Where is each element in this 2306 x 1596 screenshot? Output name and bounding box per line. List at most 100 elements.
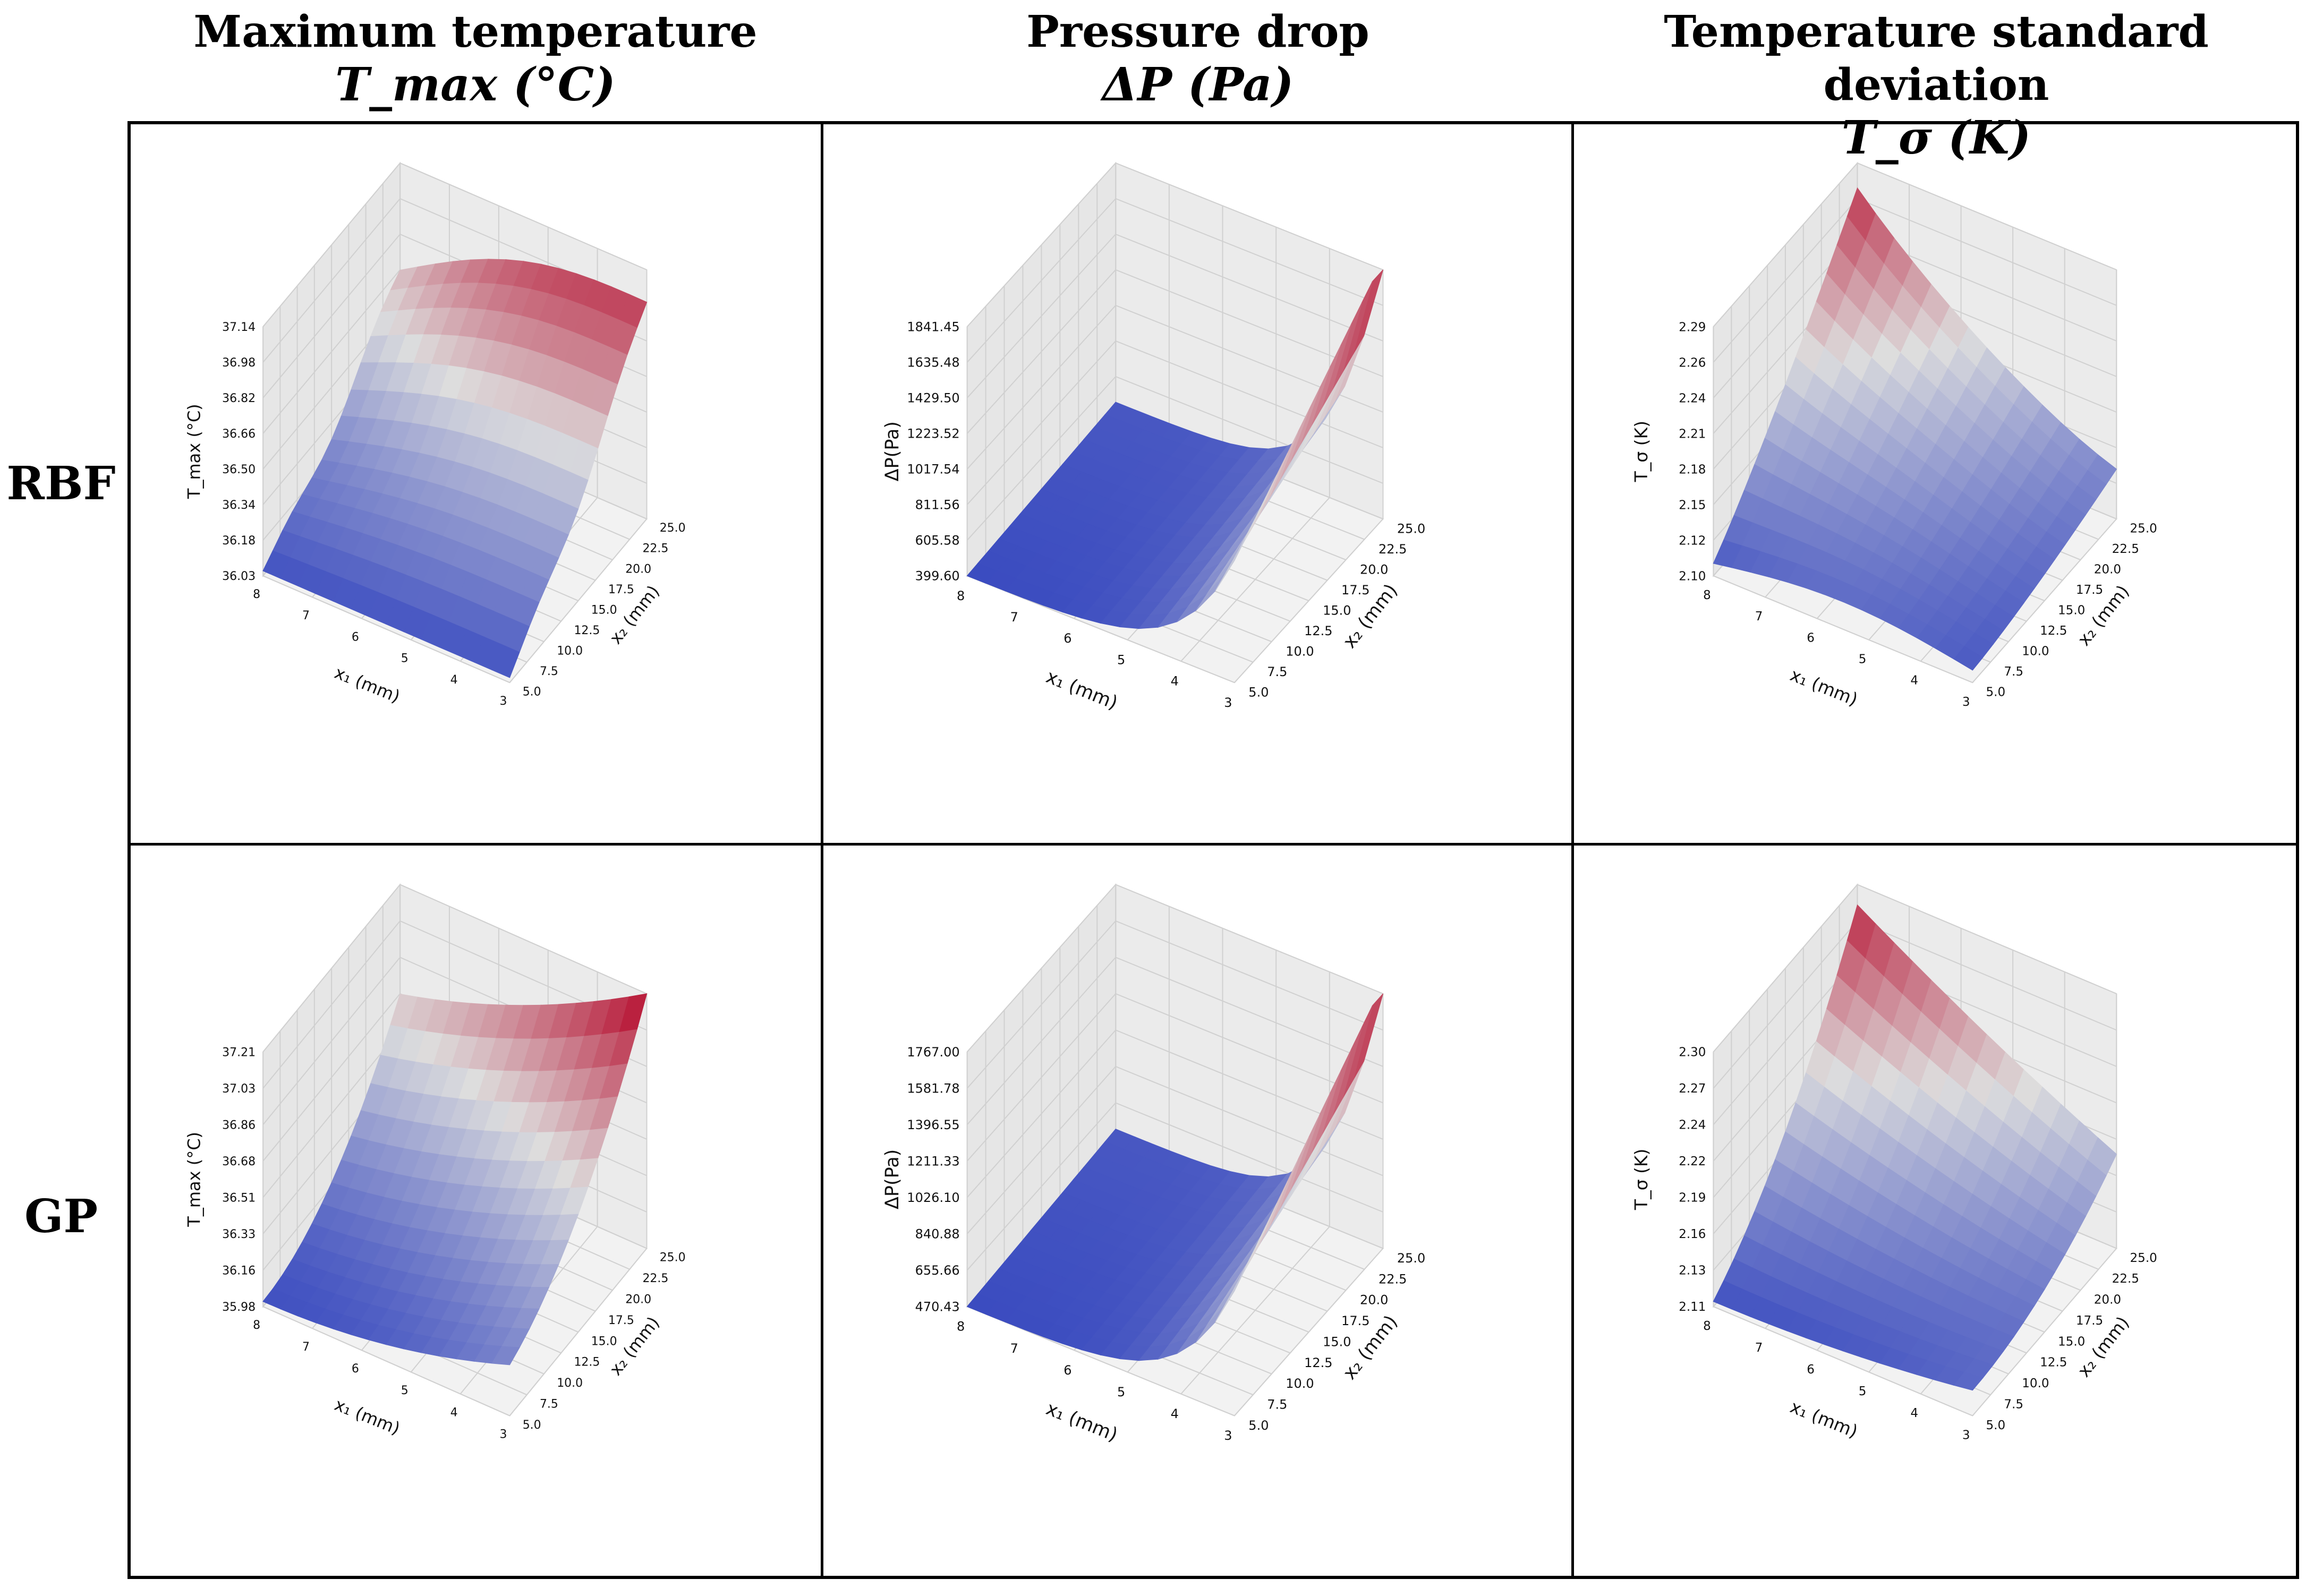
tick-labels: 399.60 605.58 811.56 1017.54 1223.52 1429.50 1… [907,320,1425,710]
col-header-pressure: Pressure drop ΔP (Pa) [906,5,1490,112]
z-tick-label: 36.16 [222,1264,256,1277]
y-tick-label: 20.0 [625,562,651,576]
gridline [1115,234,1383,342]
y-tick-label: 5.0 [1248,685,1269,700]
surface [1713,904,2117,1391]
row-header-gp: GP [24,1190,98,1243]
chart-gp-dp: 470.43 655.66 840.88 1026.10 1211.33 1396.55 1… [826,848,1569,1576]
gridline [966,1066,1116,1234]
col-title-tsigma: Temperature standard deviation [1664,6,2209,110]
gridline [966,305,1116,470]
x-tick-label: 4 [1910,1406,1918,1420]
x-tick-label: 7 [1755,610,1763,624]
gridline [966,234,1116,398]
surface-patch [1953,1372,1984,1391]
gridline [1713,163,1858,327]
x-axis-label: x₁ (mm) [1788,664,1861,710]
y-tick-label: 20.0 [2094,562,2121,576]
surface [966,269,1384,629]
x-tick-label: 6 [1807,1363,1815,1377]
surface-patch [491,1346,520,1365]
x-tick-label: 6 [1807,631,1815,645]
x-tick-label: 7 [1755,1341,1763,1355]
gridline [966,376,1116,541]
y-tick-label: 22.5 [2112,542,2139,556]
gridline [1857,920,2117,1031]
x-tick-label: 4 [1910,674,1918,688]
z-tick-label: 36.50 [222,463,256,476]
z-tick-label: 2.22 [1679,1155,1706,1168]
z-axis-label: T_σ (K) [1631,421,1652,482]
surface-patch [1215,539,1246,591]
y-tick-label: 22.5 [642,542,668,556]
gridline [1115,884,1383,994]
z-tick-label: 2.29 [1679,320,1706,334]
z-tick-label: 2.12 [1679,534,1706,548]
y-tick-label: 25.0 [2130,522,2157,535]
gridline [1713,575,1973,684]
x-tick-label: 7 [302,609,310,622]
y-tick-label: 7.5 [540,665,558,678]
z-tick-label: 1211.33 [907,1154,959,1169]
x-tick-label: 3 [1962,1428,1970,1442]
y-tick-label: 5.0 [1248,1418,1269,1433]
x-tick-label: 3 [500,695,507,708]
y-tick-label: 20.0 [625,1293,651,1306]
gridline [966,269,1116,434]
col-symbol-tsigma: T_σ (K) [1841,111,2031,165]
y-tick-label: 7.5 [1267,664,1287,679]
surface [262,993,648,1365]
y-tick-label: 12.5 [574,1356,600,1369]
z-tick-label: 36.82 [222,392,256,405]
row-header-rbf: RBF [6,457,116,510]
y-tick-label: 12.5 [2040,1356,2067,1370]
z-tick-label: 470.43 [915,1300,960,1315]
x-tick-label: 5 [1859,1385,1867,1398]
gridline [262,163,401,327]
col-symbol-pressure: ΔP (Pa) [1102,58,1294,112]
y-tick-label: 25.0 [1397,521,1425,536]
y-tick-label: 5.0 [523,685,541,698]
y-tick-label: 20.0 [2094,1293,2121,1307]
x-tick-label: 3 [500,1428,507,1441]
z-tick-label: 1581.78 [907,1081,959,1096]
z-tick-label: 1026.10 [907,1190,959,1205]
x-tick-label: 8 [957,588,965,603]
gridline [966,1102,1116,1271]
z-tick-label: 1841.45 [907,320,959,335]
z-axis-label: T_max (°C) [184,1132,204,1227]
z-axis-label: ΔP(Pa) [882,421,903,481]
y-tick-label: 15.0 [2058,1335,2085,1349]
z-tick-label: 2.11 [1679,1300,1706,1314]
z-tick-label: 37.14 [222,321,256,334]
x-tick-label: 6 [352,1362,359,1376]
y-tick-label: 25.0 [2130,1251,2157,1265]
tick-labels: 2.11 2.13 2.16 2.19 2.22 2.24 2.27 2.30 8 7 6 5 4 3 5.… [1679,1046,2157,1443]
y-tick-label: 22.5 [2112,1272,2139,1286]
z-tick-label: 655.66 [915,1263,960,1278]
col-symbol-tmax: T_max (°C) [335,58,616,112]
z-tick-label: 2.10 [1679,569,1706,583]
y-tick-label: 10.0 [1286,644,1314,659]
z-tick-label: 2.13 [1679,1264,1706,1278]
gridline [262,234,401,398]
col-title-tmax: Maximum temperature [193,6,758,57]
z-tick-label: 36.98 [222,356,256,370]
x-axis-label: x₁ (mm) [331,662,403,707]
gridline [399,163,647,270]
z-tick-label: 2.19 [1679,1191,1706,1205]
x-tick-label: 7 [1010,1341,1018,1356]
y-tick-label: 7.5 [2004,665,2023,679]
z-tick-label: 2.24 [1679,1119,1706,1132]
plot-rbf-tsigma: 2.10 2.12 2.15 2.18 2.21 2.24 2.26 2.29 8 7 6 5 4 3 5.… [1631,161,2157,710]
x-tick-label: 8 [957,1319,965,1334]
x-axis-label: x₁ (mm) [1788,1396,1861,1442]
gridline [1713,198,1858,363]
z-tick-label: 2.30 [1679,1046,1706,1060]
z-tick-label: 36.34 [222,499,256,512]
y-tick-label: 5.0 [523,1419,541,1432]
gridline [262,198,401,363]
z-tick-label: 2.16 [1679,1227,1706,1241]
z-tick-label: 36.33 [222,1228,256,1241]
gridline [1115,340,1383,448]
